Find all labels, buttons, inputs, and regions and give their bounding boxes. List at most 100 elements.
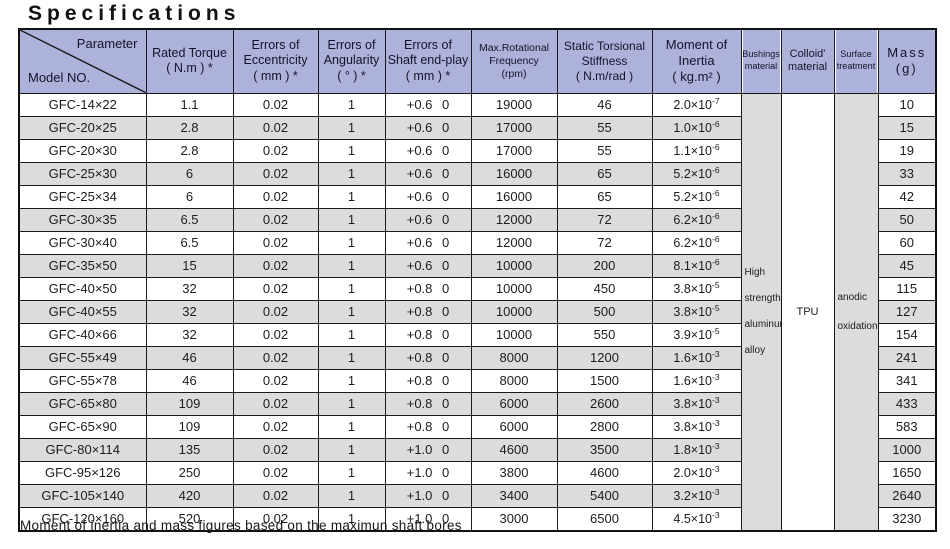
cell-mass: 33: [877, 161, 937, 186]
cell-colloid-material: TPU: [780, 92, 835, 531]
cell-inertia: 6.2×10-6: [651, 207, 742, 232]
cell-inertia: 8.1×10-6: [651, 253, 742, 278]
cell-torque: 15: [145, 253, 234, 278]
cell-model: GFC-40×66: [18, 322, 147, 347]
table-row: GFC-120×160 520 0.02 1 +1.0 0 3000 6500 4.5×10-…: [18, 506, 937, 531]
cell-stiffness: 6500: [556, 506, 653, 531]
cell-frequency: 12000: [470, 230, 558, 255]
cell-frequency: 17000: [470, 138, 558, 163]
cell-frequency: 16000: [470, 161, 558, 186]
cell-endplay: +0.6 0: [384, 230, 472, 255]
inertia-exponent: -6: [712, 165, 720, 176]
cell-angularity: 1: [317, 391, 386, 416]
cell-frequency: 17000: [470, 115, 558, 140]
cell-model: GFC-30×35: [18, 207, 147, 232]
specifications-table: Parameter Model NO. Rated Torque ( N.m )…: [18, 28, 937, 532]
cell-angularity: 1: [317, 184, 386, 209]
cell-stiffness: 5400: [556, 483, 653, 508]
cell-angularity: 1: [317, 322, 386, 347]
inertia-exponent: -6: [712, 119, 720, 130]
cell-frequency: 10000: [470, 276, 558, 301]
cell-mass: 1000: [877, 437, 937, 462]
cell-stiffness: 72: [556, 207, 653, 232]
cell-inertia: 1.6×10-3: [651, 368, 742, 393]
cell-frequency: 6000: [470, 391, 558, 416]
cell-model: GFC-80×114: [18, 437, 147, 462]
inertia-exponent: -3: [712, 418, 720, 429]
cell-endplay: +0.6 0: [384, 161, 472, 186]
cell-frequency: 3800: [470, 460, 558, 485]
header-parameter-label: Parameter: [76, 36, 138, 51]
cell-torque: 2.8: [145, 115, 234, 140]
cell-mass: 3230: [877, 506, 937, 531]
cell-mass: 1650: [877, 460, 937, 485]
cell-endplay: +0.6 0: [384, 92, 472, 117]
inertia-exponent: -3: [712, 487, 720, 498]
table-row: GFC-55×49 46 0.02 1 +0.8 0 8000 1200 1.6×10-3 24…: [18, 345, 937, 370]
cell-torque: 32: [145, 299, 234, 324]
cell-angularity: 1: [317, 276, 386, 301]
cell-angularity: 1: [317, 92, 386, 117]
cell-endplay: +0.8 0: [384, 414, 472, 439]
cell-eccentricity: 0.02: [232, 322, 319, 347]
header-rated-torque: Rated Torque ( N.m ) *: [145, 28, 234, 94]
cell-torque: 109: [145, 391, 234, 416]
cell-eccentricity: 0.02: [232, 276, 319, 301]
cell-angularity: 1: [317, 483, 386, 508]
cell-torque: 135: [145, 437, 234, 462]
cell-model: GFC-25×30: [18, 161, 147, 186]
cell-mass: 45: [877, 253, 937, 278]
cell-mass: 341: [877, 368, 937, 393]
cell-torque: 2.8: [145, 138, 234, 163]
cell-angularity: 1: [317, 115, 386, 140]
cell-frequency: 19000: [470, 92, 558, 117]
inertia-exponent: -3: [712, 395, 720, 406]
cell-model: GFC-120×160: [18, 506, 147, 531]
table-row: GFC-25×30 6 0.02 1 +0.6 0 16000 65 5.2×10-6 33: [18, 161, 937, 186]
cell-model: GFC-20×30: [18, 138, 147, 163]
cell-eccentricity: 0.02: [232, 460, 319, 485]
cell-stiffness: 500: [556, 299, 653, 324]
cell-model: GFC-20×25: [18, 115, 147, 140]
cell-eccentricity: 0.02: [232, 92, 319, 117]
cell-mass: 60: [877, 230, 937, 255]
inertia-exponent: -3: [712, 510, 720, 521]
cell-mass: 19: [877, 138, 937, 163]
cell-mass: 433: [877, 391, 937, 416]
cell-torque: 109: [145, 414, 234, 439]
cell-inertia: 1.1×10-6: [651, 138, 742, 163]
cell-stiffness: 1500: [556, 368, 653, 393]
cell-frequency: 3400: [470, 483, 558, 508]
cell-mass: 42: [877, 184, 937, 209]
cell-inertia: 3.8×10-5: [651, 299, 742, 324]
cell-stiffness: 65: [556, 161, 653, 186]
cell-stiffness: 2600: [556, 391, 653, 416]
cell-angularity: 1: [317, 161, 386, 186]
cell-stiffness: 55: [556, 115, 653, 140]
cell-model: GFC-105×140: [18, 483, 147, 508]
cell-eccentricity: 0.02: [232, 391, 319, 416]
cell-torque: 46: [145, 368, 234, 393]
header-max-rotational-frequency: Max.Rotational Frequency (rpm): [470, 28, 558, 94]
table-row: GFC-20×25 2.8 0.02 1 +0.6 0 17000 55 1.0×10-6 15: [18, 115, 937, 140]
cell-inertia: 2.0×10-7: [651, 92, 742, 117]
table-row: GFC-65×80 109 0.02 1 +0.8 0 6000 2600 3.8×10-3 4…: [18, 391, 937, 416]
cell-endplay: +0.8 0: [384, 345, 472, 370]
cell-inertia: 1.8×10-3: [651, 437, 742, 462]
cell-endplay: +0.6 0: [384, 184, 472, 209]
header-colloid-material: Colloid' material: [780, 28, 835, 94]
table-header: Parameter Model NO. Rated Torque ( N.m )…: [18, 28, 937, 94]
inertia-exponent: -6: [712, 211, 720, 222]
cell-frequency: 6000: [470, 414, 558, 439]
inertia-exponent: -6: [712, 257, 720, 268]
cell-endplay: +1.0 0: [384, 460, 472, 485]
cell-torque: 32: [145, 322, 234, 347]
cell-endplay: +0.6 0: [384, 253, 472, 278]
cell-inertia: 3.8×10-3: [651, 414, 742, 439]
cell-frequency: 10000: [470, 299, 558, 324]
cell-endplay: +0.6 0: [384, 115, 472, 140]
cell-frequency: 8000: [470, 368, 558, 393]
inertia-exponent: -6: [712, 234, 720, 245]
cell-mass: 241: [877, 345, 937, 370]
cell-mass: 115: [877, 276, 937, 301]
